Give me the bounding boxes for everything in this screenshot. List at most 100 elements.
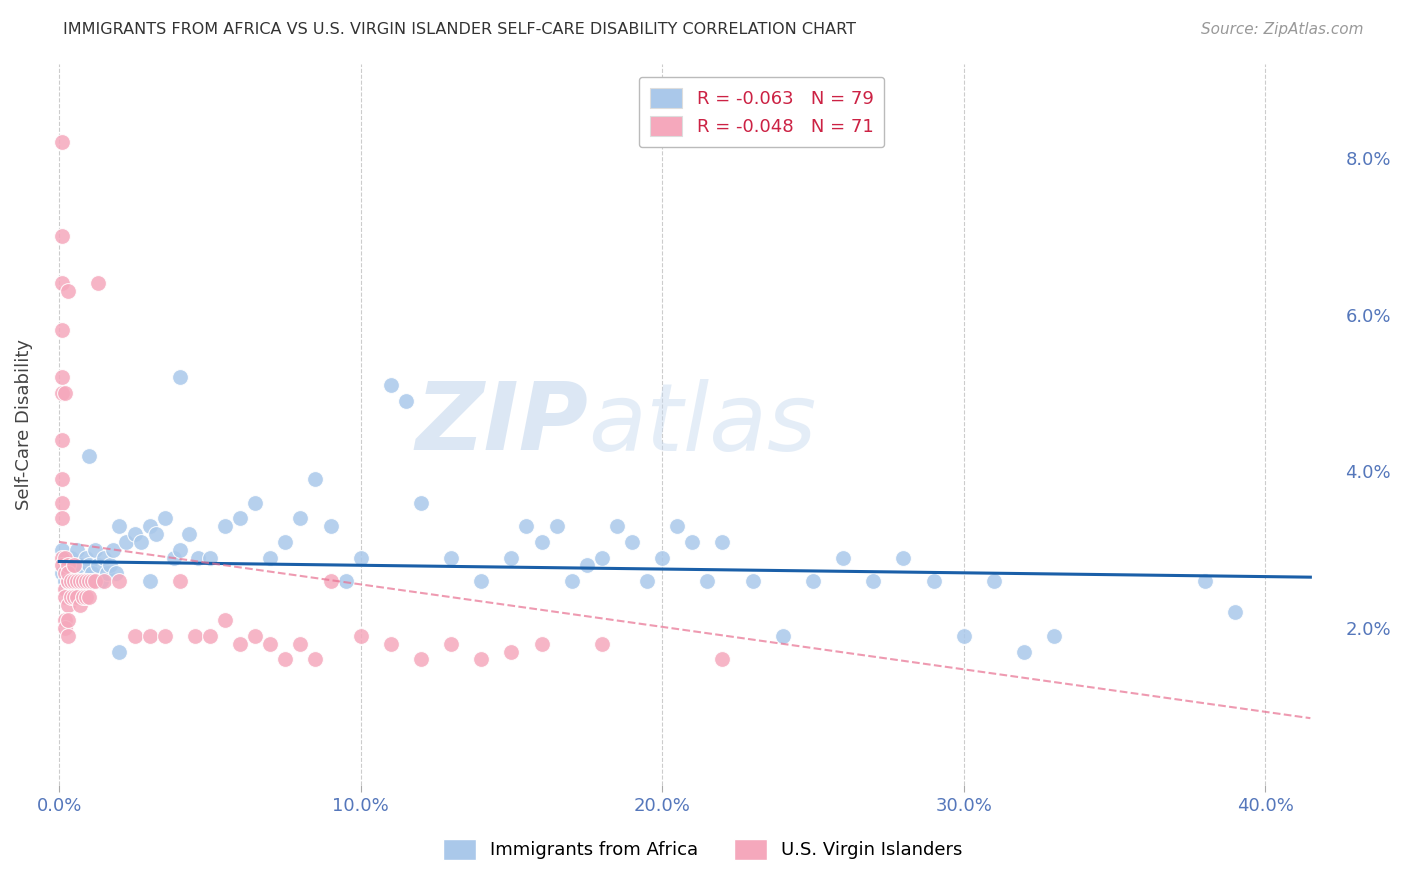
Point: [711, 535, 734, 549]
Point: [51, 229, 73, 244]
Point: [214, 519, 236, 533]
Point: [58, 566, 80, 581]
Point: [259, 550, 281, 565]
Point: [63, 566, 86, 581]
Point: [515, 519, 537, 533]
Point: [591, 550, 613, 565]
Point: [51, 542, 73, 557]
Point: [177, 527, 200, 541]
Point: [87, 277, 110, 291]
Point: [187, 550, 209, 565]
Point: [58, 574, 80, 588]
Point: [66, 574, 89, 588]
Point: [229, 511, 252, 525]
Point: [93, 550, 115, 565]
Point: [51, 558, 73, 573]
Point: [651, 550, 673, 565]
Point: [72, 590, 94, 604]
Point: [58, 574, 80, 588]
Point: [169, 542, 191, 557]
Point: [350, 550, 373, 565]
Point: [53, 590, 76, 604]
Point: [124, 527, 146, 541]
Point: [53, 386, 76, 401]
Point: [69, 574, 91, 588]
Point: [51, 323, 73, 337]
Point: [1194, 574, 1216, 588]
Point: [58, 558, 80, 573]
Point: [58, 574, 80, 588]
Point: [75, 574, 97, 588]
Point: [53, 566, 76, 581]
Point: [274, 652, 297, 666]
Point: [1223, 606, 1246, 620]
Point: [711, 652, 734, 666]
Point: [84, 542, 107, 557]
Point: [395, 393, 418, 408]
Point: [58, 613, 80, 627]
Point: [409, 652, 432, 666]
Point: [60, 574, 83, 588]
Point: [922, 574, 945, 588]
Point: [501, 550, 523, 565]
Point: [63, 558, 86, 573]
Text: ZIP: ZIP: [416, 378, 589, 470]
Point: [69, 558, 91, 573]
Point: [66, 542, 89, 557]
Point: [51, 433, 73, 447]
Point: [621, 535, 644, 549]
Point: [138, 629, 160, 643]
Point: [51, 386, 73, 401]
Point: [229, 637, 252, 651]
Point: [319, 574, 342, 588]
Text: IMMIGRANTS FROM AFRICA VS U.S. VIRGIN ISLANDER SELF-CARE DISABILITY CORRELATION : IMMIGRANTS FROM AFRICA VS U.S. VIRGIN IS…: [63, 22, 856, 37]
Point: [501, 644, 523, 658]
Point: [129, 535, 152, 549]
Point: [335, 574, 357, 588]
Point: [530, 535, 553, 549]
Point: [153, 629, 176, 643]
Point: [53, 582, 76, 596]
Point: [561, 574, 583, 588]
Point: [243, 496, 266, 510]
Point: [79, 449, 101, 463]
Legend: R = -0.063   N = 79, R = -0.048   N = 71: R = -0.063 N = 79, R = -0.048 N = 71: [638, 77, 884, 147]
Point: [243, 629, 266, 643]
Point: [51, 472, 73, 486]
Point: [741, 574, 763, 588]
Point: [124, 629, 146, 643]
Point: [274, 535, 297, 549]
Point: [319, 519, 342, 533]
Point: [409, 496, 432, 510]
Point: [214, 613, 236, 627]
Point: [82, 574, 104, 588]
Point: [470, 574, 492, 588]
Point: [63, 590, 86, 604]
Point: [58, 558, 80, 573]
Point: [72, 574, 94, 588]
Point: [145, 527, 167, 541]
Point: [198, 629, 221, 643]
Point: [60, 550, 83, 565]
Point: [51, 136, 73, 150]
Y-axis label: Self-Care Disability: Self-Care Disability: [15, 339, 32, 510]
Point: [82, 566, 104, 581]
Point: [84, 574, 107, 588]
Point: [79, 590, 101, 604]
Point: [103, 542, 125, 557]
Point: [53, 613, 76, 627]
Point: [58, 598, 80, 612]
Point: [304, 472, 326, 486]
Point: [100, 558, 122, 573]
Point: [440, 637, 463, 651]
Point: [1043, 629, 1066, 643]
Point: [862, 574, 884, 588]
Point: [891, 550, 914, 565]
Point: [108, 574, 131, 588]
Point: [772, 629, 794, 643]
Point: [79, 558, 101, 573]
Point: [51, 496, 73, 510]
Point: [1012, 644, 1035, 658]
Point: [290, 637, 312, 651]
Point: [575, 558, 598, 573]
